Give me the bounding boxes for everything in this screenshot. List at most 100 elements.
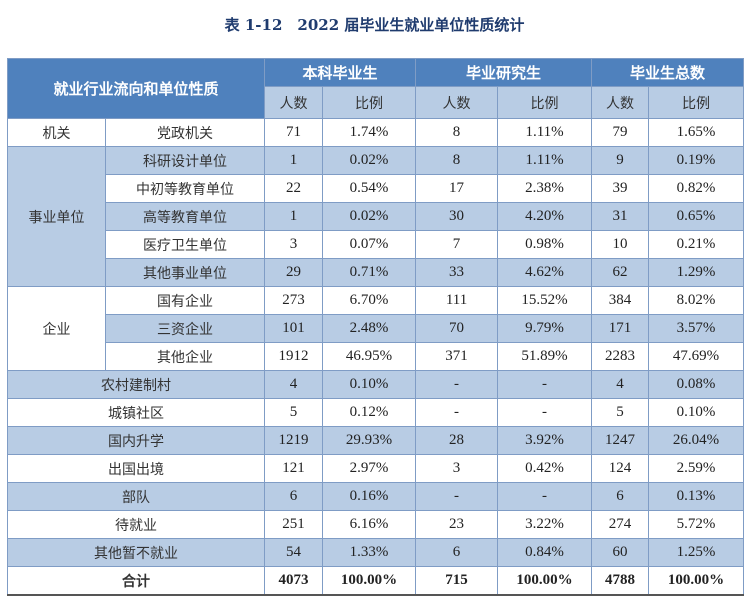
row-label: 部队 (6, 482, 266, 511)
count-cell: 7 (415, 230, 499, 259)
count-cell: 251 (264, 510, 324, 539)
row-label: 医疗卫生单位 (104, 230, 266, 259)
ratio-cell: 0.12% (322, 398, 417, 427)
row-label: 高等教育单位 (104, 202, 266, 231)
ratio-cell: 46.95% (322, 342, 417, 371)
header-undergrad: 本科毕业生 (264, 58, 417, 87)
ratio-cell: 1.74% (322, 118, 417, 147)
table-row: 高等教育单位 1 0.02% 30 4.20% 31 0.65% (7, 202, 745, 231)
table-row: 其他暂不就业 54 1.33% 6 0.84% 60 1.25% (6, 538, 745, 567)
ratio-cell: 47.69% (648, 342, 745, 371)
count-cell: 3 (264, 230, 324, 259)
total-label: 合计 (6, 566, 266, 596)
count-cell: 274 (591, 510, 650, 539)
ratio-cell: 5.72% (648, 510, 745, 539)
ratio-cell: 1.33% (322, 538, 417, 567)
row-label: 城镇社区 (6, 398, 266, 427)
count-cell: 17 (415, 174, 499, 203)
ratio-cell: 0.07% (322, 230, 417, 259)
ratio-cell: 0.02% (322, 202, 417, 231)
ratio-cell: 0.16% (322, 482, 417, 511)
ratio-cell: - (497, 370, 593, 399)
header-postgrad: 毕业研究生 (415, 58, 593, 87)
ratio-cell: 1.29% (648, 258, 745, 287)
row-label: 科研设计单位 (104, 146, 266, 175)
ratio-cell: 1.25% (648, 538, 745, 567)
count-cell: 384 (591, 286, 650, 315)
table-row: 其他事业单位 29 0.71% 33 4.62% 62 1.29% (7, 258, 745, 287)
count-cell: 29 (264, 258, 324, 287)
ratio-cell: 1.11% (497, 118, 593, 147)
count-cell: 371 (415, 342, 499, 371)
table-row: 企业 国有企业 273 6.70% 111 15.52% 384 8.02% (7, 286, 745, 371)
count-cell: 8 (415, 146, 499, 175)
count-cell: 3 (415, 454, 499, 483)
count-cell: 171 (591, 314, 650, 343)
table-row: 国内升学 1219 29.93% 28 3.92% 1247 26.04% (6, 426, 745, 455)
count-cell: - (415, 482, 499, 511)
ratio-cell: 0.13% (648, 482, 745, 511)
count-cell: - (415, 370, 499, 399)
table-row: 医疗卫生单位 3 0.07% 7 0.98% 10 0.21% (7, 230, 745, 259)
count-cell: 31 (591, 202, 650, 231)
count-cell: 1219 (264, 426, 324, 455)
group-label: 事业单位 (7, 146, 106, 287)
ratio-cell: 4.20% (497, 202, 593, 231)
count-cell: - (415, 398, 499, 427)
table-row: 部队 6 0.16% - -6 0.13% (6, 482, 745, 511)
row-label: 党政机关 (104, 118, 266, 147)
ratio-cell: 6.70% (322, 286, 417, 315)
ratio-cell: 0.82% (648, 174, 745, 203)
row-label: 出国出境 (6, 454, 266, 483)
ratio-cell: 0.10% (648, 398, 745, 427)
ratio-cell: 2.48% (322, 314, 417, 343)
table-row: 事业单位 科研设计单位 1 0.02% 8 1.11% 9 0.19% (7, 146, 745, 287)
header-total: 毕业生总数 (591, 58, 745, 87)
count-cell: 1247 (591, 426, 650, 455)
ratio-cell: 3.92% (497, 426, 593, 455)
ratio-cell: 0.42% (497, 454, 593, 483)
header-ratio: 比例 (322, 86, 417, 119)
ratio-cell: 100.00% (497, 566, 593, 596)
header-count: 人数 (415, 86, 499, 119)
ratio-cell: - (497, 482, 593, 511)
ratio-cell: 0.21% (648, 230, 745, 259)
count-cell: 30 (415, 202, 499, 231)
table-title: 表 1-12 2022 届毕业生就业单位性质统计 (224, 16, 525, 34)
ratio-cell: 0.19% (648, 146, 745, 175)
table-row: 城镇社区 5 0.12% - -5 0.10% (6, 398, 745, 427)
count-cell: 39 (591, 174, 650, 203)
table-row: 农村建制村 4 0.10% - -4 0.08% (6, 370, 745, 399)
header-ratio: 比例 (497, 86, 593, 119)
row-label: 其他企业 (104, 342, 266, 371)
count-cell: 111 (415, 286, 499, 315)
row-label: 其他事业单位 (104, 258, 266, 287)
table-row: 三资企业 101 2.48% 70 9.79% 171 3.57% (7, 314, 745, 343)
table-row: 待就业 251 6.16% 23 3.22% 274 5.72% (6, 510, 745, 539)
count-cell: 4788 (591, 566, 650, 596)
table-row: 中初等教育单位 22 0.54% 17 2.38% 39 0.82% (7, 174, 745, 203)
count-cell: 6 (264, 482, 324, 511)
row-label: 中初等教育单位 (104, 174, 266, 203)
row-label: 其他暂不就业 (6, 538, 266, 567)
ratio-cell: 4.62% (497, 258, 593, 287)
ratio-cell: 8.02% (648, 286, 745, 315)
ratio-cell: 0.08% (648, 370, 745, 399)
ratio-cell: 0.10% (322, 370, 417, 399)
count-cell: 71 (264, 118, 324, 147)
ratio-cell: 100.00% (322, 566, 417, 596)
ratio-cell: 2.38% (497, 174, 593, 203)
total-row: 合计 4073 100.00% 715 100.00% 4788 100.00% (6, 566, 745, 596)
count-cell: 10 (591, 230, 650, 259)
count-cell: 121 (264, 454, 324, 483)
count-cell: 6 (415, 538, 499, 567)
ratio-cell: 3.22% (497, 510, 593, 539)
count-cell: 33 (415, 258, 499, 287)
count-cell: 5 (264, 398, 324, 427)
row-label: 三资企业 (104, 314, 266, 343)
ratio-cell: 0.65% (648, 202, 745, 231)
ratio-cell: 100.00% (648, 566, 745, 596)
ratio-cell: 6.16% (322, 510, 417, 539)
ratio-cell: 0.54% (322, 174, 417, 203)
ratio-cell: 0.02% (322, 146, 417, 175)
